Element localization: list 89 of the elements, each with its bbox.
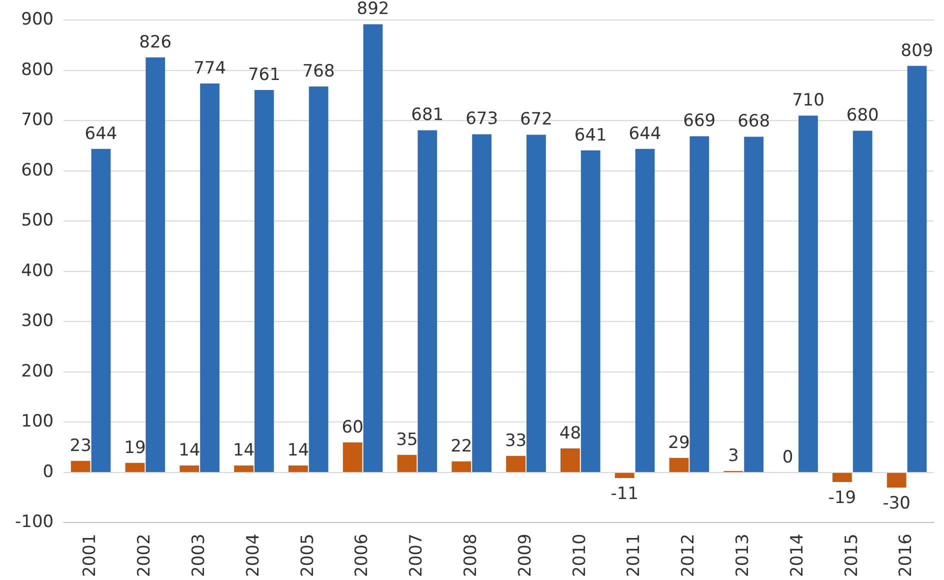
data-label: 644 xyxy=(628,124,662,144)
bar xyxy=(254,90,274,472)
bar xyxy=(526,134,546,472)
y-tick-label: 200 xyxy=(21,361,54,382)
bar xyxy=(506,456,526,472)
data-label: 641 xyxy=(574,125,607,146)
bar xyxy=(342,442,362,472)
data-label: 644 xyxy=(84,124,118,144)
x-tick-label: 2005 xyxy=(298,534,318,577)
x-tick-label: 2012 xyxy=(678,534,699,577)
x-tick-label: 2009 xyxy=(515,534,536,577)
bar xyxy=(452,461,472,472)
data-label: -19 xyxy=(828,488,856,508)
data-label: 35 xyxy=(396,430,418,450)
bar xyxy=(744,136,764,472)
data-label: 768 xyxy=(302,61,335,82)
x-tick-label: 2011 xyxy=(624,534,644,577)
data-label: 892 xyxy=(356,0,390,20)
y-tick-label: 900 xyxy=(21,10,54,30)
bar xyxy=(200,84,220,472)
bar xyxy=(669,458,689,472)
x-tick-label: 2007 xyxy=(406,534,427,577)
data-label: -11 xyxy=(610,484,638,504)
data-label: 668 xyxy=(738,112,770,132)
bar xyxy=(363,24,383,472)
data-label: 60 xyxy=(342,417,364,438)
data-label: 0 xyxy=(782,447,794,468)
data-label: 14 xyxy=(178,440,200,460)
bar xyxy=(635,148,655,472)
y-tick-label: 800 xyxy=(21,60,54,80)
bar xyxy=(614,472,634,478)
data-label: 23 xyxy=(70,436,92,456)
x-tick-label: 2003 xyxy=(189,534,210,577)
x-tick-label: 2015 xyxy=(842,534,862,577)
data-label: 809 xyxy=(900,40,934,61)
bar xyxy=(180,465,200,472)
x-tick-label: 2006 xyxy=(352,534,372,577)
data-label: 29 xyxy=(668,432,690,453)
bar xyxy=(886,472,906,488)
bar xyxy=(907,66,927,472)
data-label: 710 xyxy=(792,90,824,111)
x-tick-label: 2010 xyxy=(570,534,590,577)
data-label: 826 xyxy=(139,32,172,52)
bar xyxy=(91,148,111,472)
x-tick-label: 2002 xyxy=(134,534,155,577)
data-label: 680 xyxy=(846,106,879,126)
bar xyxy=(146,57,166,472)
bar xyxy=(832,472,852,482)
data-label: 33 xyxy=(504,430,527,451)
bar xyxy=(690,136,710,472)
bar xyxy=(798,116,818,472)
data-label: 673 xyxy=(466,109,498,130)
data-label: -30 xyxy=(882,493,910,514)
data-label: 761 xyxy=(248,64,280,85)
bar xyxy=(288,465,308,472)
x-tick-label: 2013 xyxy=(733,534,754,577)
y-tick-label: 500 xyxy=(21,210,54,231)
data-label: 774 xyxy=(194,58,226,78)
data-label: 48 xyxy=(559,423,582,444)
bar xyxy=(70,460,90,472)
bar xyxy=(472,134,492,472)
x-tick-label: 2001 xyxy=(80,534,100,577)
bar xyxy=(397,454,417,472)
y-tick-label: -100 xyxy=(14,512,54,532)
x-tick-label: 2014 xyxy=(787,534,808,577)
data-label: 3 xyxy=(728,446,739,466)
y-tick-label: 700 xyxy=(21,110,54,130)
y-tick-label: 100 xyxy=(21,412,54,432)
data-label: 672 xyxy=(520,110,552,130)
bar xyxy=(418,130,438,472)
x-tick-label: 2016 xyxy=(896,534,916,577)
y-tick-label: 400 xyxy=(21,260,54,281)
data-label: 681 xyxy=(411,105,444,126)
x-tick-label: 2004 xyxy=(243,534,264,577)
data-label: 14 xyxy=(232,440,255,460)
data-label: 22 xyxy=(450,436,472,456)
bar xyxy=(308,86,328,472)
y-tick-label: 0 xyxy=(42,462,54,482)
bar xyxy=(560,448,580,472)
bar xyxy=(852,130,872,472)
y-tick-label: 300 xyxy=(21,311,54,332)
x-tick-label: 2008 xyxy=(461,534,482,577)
bar xyxy=(234,465,254,472)
bar xyxy=(580,150,600,472)
bar xyxy=(125,462,145,472)
data-label: 14 xyxy=(287,440,310,460)
data-label: 19 xyxy=(124,438,146,458)
data-label: 669 xyxy=(683,111,716,132)
y-tick-label: 600 xyxy=(21,160,54,180)
